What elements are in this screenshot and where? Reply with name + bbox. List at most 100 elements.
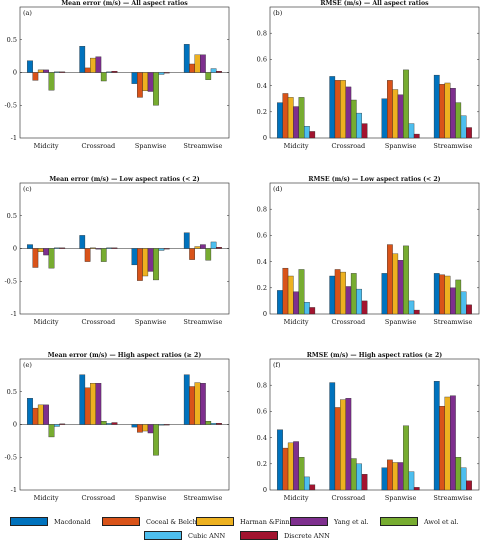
axes-frame <box>269 6 480 139</box>
bar <box>361 123 368 139</box>
bar <box>90 383 96 425</box>
bar <box>350 458 357 491</box>
bar <box>210 241 217 249</box>
bar <box>350 273 357 315</box>
bar <box>444 396 451 491</box>
bar <box>163 72 170 74</box>
bar <box>450 395 456 491</box>
bar <box>147 424 154 434</box>
bar <box>194 246 201 249</box>
bar <box>361 300 368 315</box>
bar <box>216 247 222 249</box>
bar <box>460 467 467 491</box>
bar <box>37 248 44 252</box>
bar <box>59 423 66 425</box>
bar <box>345 398 352 491</box>
y-tick-label: 0 <box>13 245 17 253</box>
panel-label: (b) <box>273 9 283 17</box>
bar <box>433 273 440 315</box>
bar <box>277 429 283 491</box>
bar <box>111 247 118 249</box>
bar <box>48 248 55 269</box>
x-tick-label: Streamwise <box>183 142 222 150</box>
y-tick-label: 0.4 <box>257 434 267 442</box>
bar <box>95 383 102 425</box>
bar <box>466 127 472 139</box>
y-tick-label: -1 <box>11 486 17 494</box>
bar <box>340 80 346 139</box>
bar <box>84 248 91 262</box>
bar <box>153 248 159 281</box>
bar <box>27 398 33 425</box>
bar <box>466 304 472 315</box>
bar <box>183 44 190 73</box>
bar <box>439 405 445 491</box>
bar <box>84 387 91 425</box>
bar <box>189 386 195 425</box>
legend-label: Discrete ANN <box>284 532 330 540</box>
x-tick-label: Crossroad <box>82 318 116 326</box>
bar <box>32 248 39 268</box>
x-tick-label: Spanwise <box>135 142 167 150</box>
bar <box>163 424 170 426</box>
bar <box>106 71 112 73</box>
y-tick-label: -1 <box>11 134 17 142</box>
bar <box>309 307 316 315</box>
x-tick-label: Spanwise <box>135 494 167 502</box>
x-tick-label: Streamwise <box>183 318 222 326</box>
bar <box>37 404 44 425</box>
bar <box>460 291 467 315</box>
panel-title: Mean error (m/s) — All aspect ratios <box>61 0 188 7</box>
y-tick-label: 0.8 <box>257 205 267 213</box>
y-tick-label: 0.5 <box>7 388 17 396</box>
x-tick-label: Midcity <box>34 494 59 502</box>
y-tick-label: 0 <box>13 421 17 429</box>
y-tick-label: 0.4 <box>257 258 267 266</box>
x-tick-label: Streamwise <box>183 494 222 502</box>
bar <box>397 260 404 315</box>
bar <box>137 248 143 281</box>
bar <box>54 71 60 73</box>
bar <box>183 374 190 425</box>
bar <box>345 286 352 315</box>
legend-swatch <box>102 517 140 526</box>
bar <box>340 399 346 491</box>
bar <box>200 54 206 73</box>
bar <box>48 424 55 438</box>
bar <box>334 269 341 315</box>
bar <box>408 300 415 315</box>
bar <box>345 86 352 139</box>
x-tick-label: Streamwise <box>433 318 472 326</box>
bar <box>147 72 154 92</box>
bar <box>54 247 60 249</box>
bar <box>194 382 201 425</box>
y-tick-label: 0 <box>263 134 267 142</box>
legend-swatch <box>144 531 182 540</box>
bar <box>340 271 346 315</box>
bar <box>79 374 86 425</box>
bar <box>32 72 39 81</box>
chart-panel-a: Mean error (m/s) — All aspect ratios -1 -0… <box>4 0 230 150</box>
y-tick-label: 0 <box>263 486 267 494</box>
bar <box>183 232 190 249</box>
bar <box>298 269 305 315</box>
x-tick-label: Crossroad <box>332 494 366 502</box>
bar <box>205 248 212 261</box>
bar <box>100 72 107 82</box>
bar <box>27 244 33 249</box>
bar <box>216 423 222 425</box>
legend-label: Yang et al. <box>334 518 369 526</box>
bar <box>356 463 362 491</box>
bar <box>282 447 289 491</box>
panel-label: (c) <box>23 185 32 193</box>
legend-label: Cubic ANN <box>188 532 226 540</box>
bar <box>158 248 165 251</box>
panel-title: RMSE (m/s) — Low aspect ratios (< 2) <box>308 176 440 183</box>
panel-title: Mean error (m/s) — High aspect ratios (≥… <box>48 352 202 359</box>
x-tick-label: Streamwise <box>433 494 472 502</box>
legend-label: Awol et al. <box>424 518 459 526</box>
bar <box>131 424 138 428</box>
y-tick-label: 0.2 <box>257 108 267 116</box>
bar <box>413 133 420 139</box>
chart-panel-f: RMSE (m/s) — High aspect ratios (≥ 2) 0 0.… <box>257 352 480 502</box>
